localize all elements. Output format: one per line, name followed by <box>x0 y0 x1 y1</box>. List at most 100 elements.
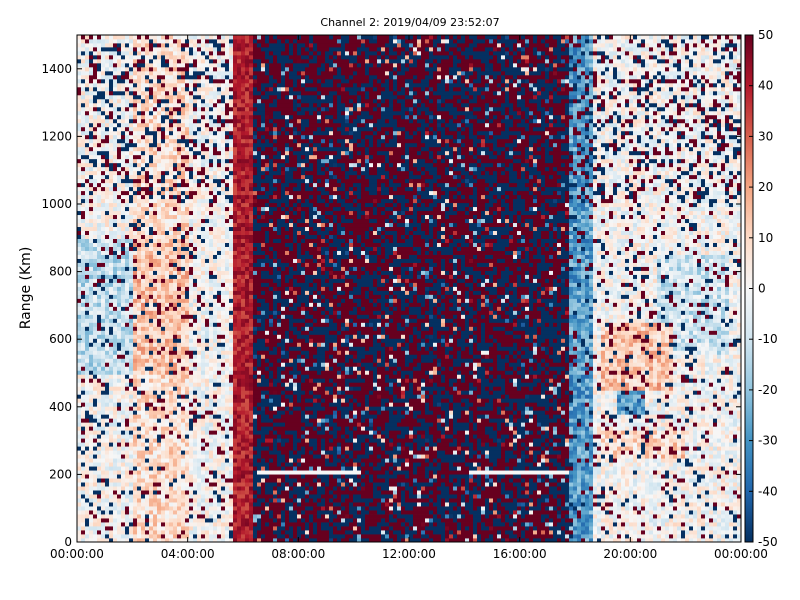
heatmap-cell <box>133 130 138 136</box>
heatmap-cell <box>205 506 210 511</box>
heatmap-cell <box>165 274 170 279</box>
heatmap-cell <box>169 330 174 335</box>
heatmap-cell <box>85 502 90 507</box>
heatmap-cell <box>189 110 194 116</box>
heatmap-cell <box>217 38 222 44</box>
heatmap-cell <box>189 462 194 467</box>
heatmap-cell <box>221 522 226 527</box>
heatmap-cell <box>205 122 210 128</box>
heatmap-cell <box>153 278 158 283</box>
heatmap-cell <box>209 58 214 64</box>
heatmap-cell <box>197 198 202 204</box>
heatmap-cell <box>157 126 162 132</box>
heatmap-cell <box>185 222 190 228</box>
heatmap-cell <box>181 218 186 224</box>
heatmap-cell <box>221 454 226 459</box>
heatmap-cell <box>205 218 210 224</box>
heatmap-cell <box>157 378 162 383</box>
heatmap-cell <box>97 434 102 439</box>
heatmap-cell <box>233 470 238 475</box>
heatmap-cell <box>209 190 214 196</box>
heatmap-cell <box>89 122 94 128</box>
heatmap-cell <box>201 62 206 68</box>
heatmap-cell <box>145 306 150 311</box>
heatmap-cell <box>209 342 214 347</box>
heatmap-cell <box>109 274 114 279</box>
heatmap-cell <box>121 194 126 200</box>
heatmap-cell <box>233 494 238 499</box>
heatmap-cell <box>141 58 146 64</box>
heatmap-cell <box>233 374 238 379</box>
heatmap-cell <box>93 106 98 112</box>
heatmap-cell <box>145 454 150 459</box>
heatmap-cell <box>153 166 158 172</box>
heatmap-cell <box>85 390 90 395</box>
heatmap-cell <box>113 182 118 188</box>
heatmap-cell <box>89 222 94 228</box>
heatmap-cell <box>189 154 194 160</box>
heatmap-cell <box>81 274 86 279</box>
heatmap-cell <box>185 418 190 423</box>
heatmap-cell <box>161 174 166 180</box>
heatmap-cell <box>101 78 106 84</box>
heatmap-cell <box>201 538 206 543</box>
heatmap-cell <box>185 350 190 355</box>
heatmap-cell <box>109 474 114 479</box>
heatmap-cell <box>185 282 190 287</box>
heatmap-cell <box>229 282 234 287</box>
heatmap-cell <box>169 478 174 483</box>
heatmap-cell <box>133 374 138 379</box>
heatmap-cell <box>225 482 230 487</box>
heatmap-cell <box>149 410 154 415</box>
heatmap-cell <box>133 258 138 263</box>
heatmap-cell <box>117 458 122 463</box>
heatmap-cell <box>153 422 158 427</box>
heatmap-cell <box>137 534 142 539</box>
heatmap-cell <box>165 254 170 259</box>
heatmap-cell <box>185 66 190 72</box>
heatmap-cell <box>113 298 118 303</box>
heatmap-cell <box>165 374 170 379</box>
heatmap-cell <box>181 70 186 76</box>
heatmap-cell <box>153 318 158 323</box>
heatmap-cell <box>117 278 122 283</box>
heatmap-cell <box>229 326 234 331</box>
heatmap-cell <box>85 486 90 491</box>
heatmap-cell <box>105 390 110 395</box>
heatmap-cell <box>85 346 90 351</box>
heatmap-cell <box>173 486 178 491</box>
heatmap-cell <box>197 82 202 88</box>
heatmap-cell <box>193 298 198 303</box>
heatmap-cell <box>97 398 102 403</box>
heatmap-cell <box>173 430 178 435</box>
heatmap-cell <box>101 218 106 224</box>
heatmap-cell <box>177 358 182 363</box>
heatmap-cell <box>209 390 214 395</box>
heatmap-cell <box>189 122 194 128</box>
heatmap-cell <box>181 182 186 188</box>
heatmap-cell <box>205 402 210 407</box>
heatmap-cell <box>149 498 154 503</box>
heatmap-cell <box>93 374 98 379</box>
heatmap-cell <box>133 274 138 279</box>
heatmap-cell <box>177 514 182 519</box>
heatmap-cell <box>117 538 122 543</box>
heatmap-cell <box>93 362 98 367</box>
heatmap-cell <box>173 530 178 535</box>
heatmap-cell <box>149 194 154 200</box>
heatmap-cell <box>97 202 102 208</box>
heatmap-cell <box>129 366 134 371</box>
heatmap-cell <box>217 78 222 84</box>
heatmap-cell <box>121 218 126 224</box>
heatmap-cell <box>125 482 130 487</box>
heatmap-cell <box>141 262 146 267</box>
heatmap-cell <box>177 462 182 467</box>
heatmap-cell <box>201 262 206 267</box>
heatmap-cell <box>189 398 194 403</box>
heatmap-cell <box>97 166 102 172</box>
heatmap-cell <box>101 298 106 303</box>
heatmap-cell <box>77 422 82 427</box>
heatmap-cell <box>217 334 222 339</box>
heatmap-cell <box>181 422 186 427</box>
heatmap-cell <box>169 534 174 539</box>
